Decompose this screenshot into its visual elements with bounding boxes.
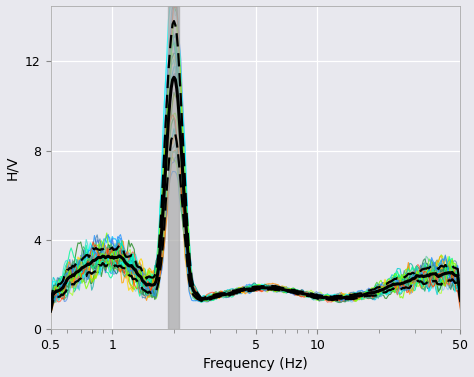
Y-axis label: H/V: H/V xyxy=(6,155,19,179)
Bar xyxy=(167,6,179,329)
X-axis label: Frequency (Hz): Frequency (Hz) xyxy=(203,357,308,371)
